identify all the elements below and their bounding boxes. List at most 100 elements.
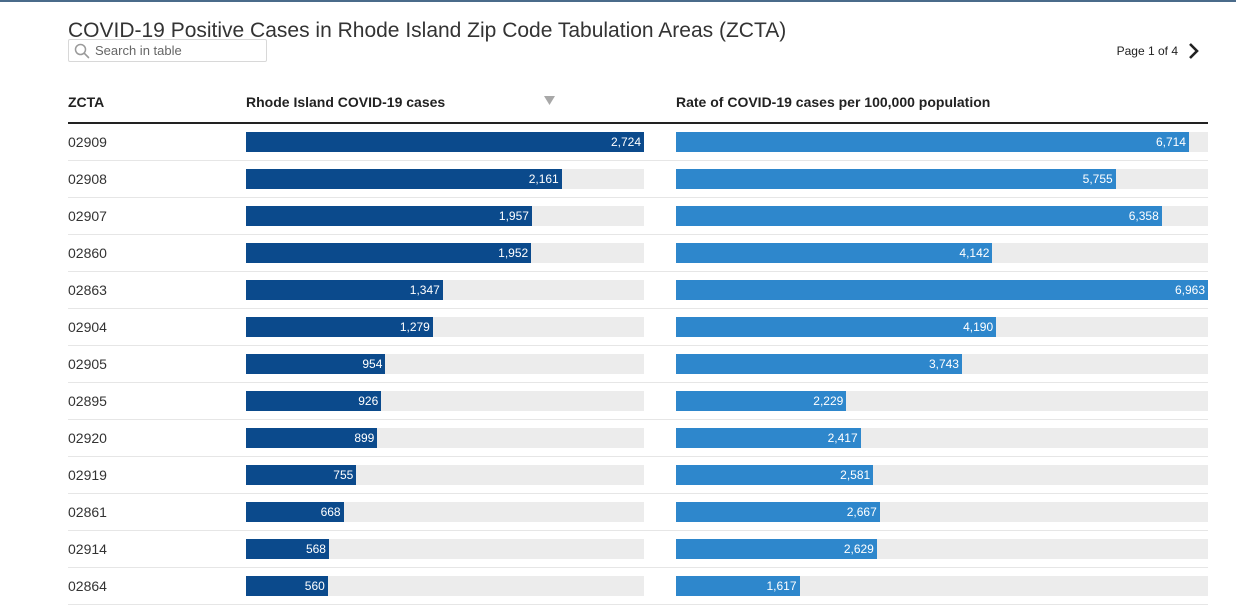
- table-row: 02864 560 1,617: [68, 568, 1208, 605]
- zcta-cell: 02909: [68, 134, 107, 150]
- cases-bar: 560: [246, 576, 328, 596]
- zcta-cell: 02863: [68, 282, 107, 298]
- rate-bar-track: 5,755: [676, 169, 1208, 189]
- cases-value-label: 668: [320, 505, 341, 519]
- column-header-rate[interactable]: Rate of COVID-19 cases per 100,000 popul…: [676, 94, 991, 110]
- cases-bar-track: 668: [246, 502, 644, 522]
- rate-bar-track: 2,229: [676, 391, 1208, 411]
- cases-value-label: 568: [305, 542, 326, 556]
- cases-value-label: 755: [333, 468, 354, 482]
- rate-bar: 2,581: [676, 465, 874, 485]
- rate-bar-track: 3,743: [676, 354, 1208, 374]
- cases-value-label: 1,952: [498, 246, 529, 260]
- column-header-zcta[interactable]: ZCTA: [68, 94, 105, 110]
- cases-bar-track: 899: [246, 428, 644, 448]
- rate-value-label: 1,617: [766, 579, 797, 593]
- table-row: 02908 2,161 5,755: [68, 161, 1208, 198]
- zcta-cell: 02919: [68, 467, 107, 483]
- zcta-cell: 02860: [68, 245, 107, 261]
- cases-bar-track: 1,957: [246, 206, 644, 226]
- cases-bar: 1,347: [246, 280, 443, 300]
- rate-bar: 2,629: [676, 539, 877, 559]
- search-input[interactable]: [95, 43, 255, 58]
- rate-value-label: 2,229: [813, 394, 844, 408]
- rate-bar: 2,667: [676, 502, 880, 522]
- cases-value-label: 560: [304, 579, 325, 593]
- table-row: 02860 1,952 4,142: [68, 235, 1208, 272]
- cases-bar-track: 1,279: [246, 317, 644, 337]
- cases-bar: 899: [246, 428, 378, 448]
- rate-value-label: 4,190: [963, 320, 994, 334]
- rate-value-label: 2,581: [840, 468, 871, 482]
- rate-bar-track: 2,581: [676, 465, 1208, 485]
- cases-bar-track: 954: [246, 354, 644, 374]
- page-indicator: Page 1 of 4: [1116, 44, 1178, 58]
- cases-bar: 668: [246, 502, 344, 522]
- table-row: 02863 1,347 6,963: [68, 272, 1208, 309]
- zcta-cell: 02914: [68, 541, 107, 557]
- cases-bar-track: 755: [246, 465, 644, 485]
- rate-value-label: 6,358: [1128, 209, 1159, 223]
- rate-bar: 2,417: [676, 428, 861, 448]
- zcta-cell: 02905: [68, 356, 107, 372]
- rate-bar: 2,229: [676, 391, 847, 411]
- cases-bar: 1,957: [246, 206, 532, 226]
- table-row: 02920 899 2,417: [68, 420, 1208, 457]
- cases-value-label: 2,161: [528, 172, 559, 186]
- zcta-cell: 02861: [68, 504, 107, 520]
- next-page-button[interactable]: [1188, 42, 1200, 60]
- cases-bar-track: 560: [246, 576, 644, 596]
- cases-value-label: 926: [358, 394, 379, 408]
- rate-bar: 5,755: [676, 169, 1116, 189]
- table-row: 02895 926 2,229: [68, 383, 1208, 420]
- rate-value-label: 2,417: [827, 431, 858, 445]
- table-row: 02909 2,724 6,714: [68, 124, 1208, 161]
- rate-bar-track: 4,190: [676, 317, 1208, 337]
- cases-bar: 755: [246, 465, 357, 485]
- table-body: 02909 2,724 6,714 02908 2,161 5,755 02907 1,957…: [68, 124, 1208, 605]
- rate-bar-track: 1,617: [676, 576, 1208, 596]
- cases-bar-track: 2,161: [246, 169, 644, 189]
- table-row: 02919 755 2,581: [68, 457, 1208, 494]
- cases-bar: 2,161: [246, 169, 562, 189]
- rate-bar-track: 4,142: [676, 243, 1208, 263]
- cases-bar: 926: [246, 391, 382, 411]
- rate-value-label: 3,743: [928, 357, 959, 371]
- rate-bar: 3,743: [676, 354, 962, 374]
- zcta-cell: 02864: [68, 578, 107, 594]
- rate-bar-track: 6,714: [676, 132, 1208, 152]
- cases-value-label: 1,279: [399, 320, 430, 334]
- pagination: Page 1 of 4: [1117, 42, 1200, 60]
- table-row: 02861 668 2,667: [68, 494, 1208, 531]
- table-row: 02905 954 3,743: [68, 346, 1208, 383]
- rate-bar: 6,963: [676, 280, 1208, 300]
- rate-bar: 1,617: [676, 576, 800, 596]
- page-title: COVID-19 Positive Cases in Rhode Island …: [68, 19, 787, 43]
- rate-bar-track: 6,963: [676, 280, 1208, 300]
- zcta-cell: 02907: [68, 208, 107, 224]
- rate-value-label: 5,755: [1082, 172, 1113, 186]
- cases-bar-track: 926: [246, 391, 644, 411]
- rate-value-label: 2,629: [843, 542, 874, 556]
- sort-descending-icon[interactable]: [544, 96, 555, 106]
- cases-bar: 1,279: [246, 317, 433, 337]
- rate-value-label: 2,667: [846, 505, 877, 519]
- top-border: [0, 0, 1236, 2]
- zcta-cell: 02908: [68, 171, 107, 187]
- cases-value-label: 1,957: [498, 209, 529, 223]
- table-row: 02907 1,957 6,358: [68, 198, 1208, 235]
- rate-bar: 4,190: [676, 317, 997, 337]
- cases-value-label: 899: [354, 431, 375, 445]
- rate-bar-track: 2,667: [676, 502, 1208, 522]
- chevron-right-icon: [1189, 43, 1199, 59]
- cases-bar: 2,724: [246, 132, 644, 152]
- rate-bar-track: 6,358: [676, 206, 1208, 226]
- cases-bar-track: 2,724: [246, 132, 644, 152]
- rate-bar: 4,142: [676, 243, 993, 263]
- column-header-cases[interactable]: Rhode Island COVID-19 cases: [246, 94, 446, 110]
- table-header: ZCTA Rhode Island COVID-19 cases Rate of…: [68, 91, 1208, 121]
- rate-bar: 6,358: [676, 206, 1162, 226]
- header-divider: [68, 122, 1208, 124]
- search-box[interactable]: [68, 39, 267, 62]
- table-row: 02904 1,279 4,190: [68, 309, 1208, 346]
